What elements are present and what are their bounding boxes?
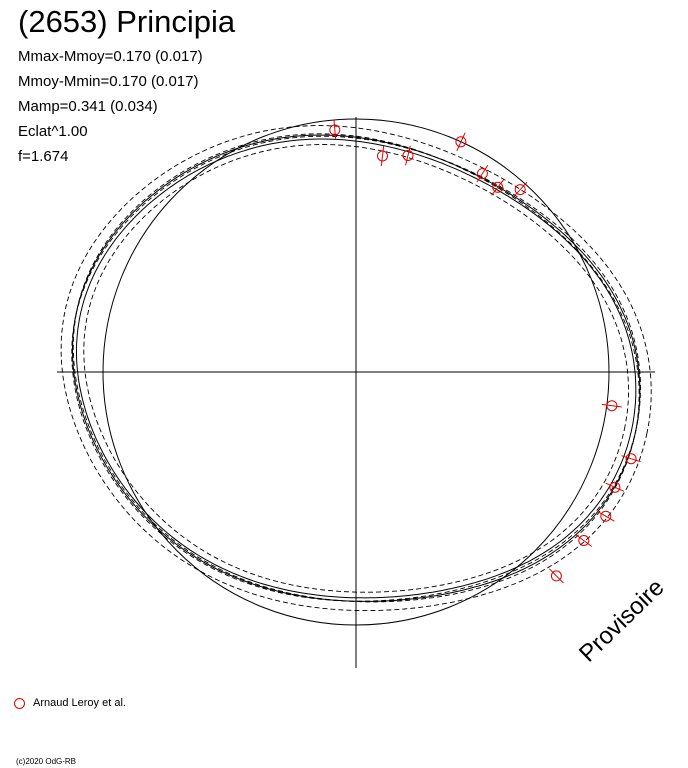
data-point <box>513 181 528 198</box>
copyright-notice: (c)2020 OdG-RB <box>16 757 77 766</box>
data-point <box>476 164 489 183</box>
data-point <box>377 146 388 167</box>
param-mmax-mmoy: Mmax-Mmoy=0.170 (0.017) <box>18 48 203 65</box>
param-mmoy-mmin: Mmoy-Mmin=0.170 (0.017) <box>18 73 199 90</box>
data-point <box>402 145 414 166</box>
model-line-2 <box>76 138 637 599</box>
envelope-curve-4 <box>72 133 640 603</box>
reference-circle <box>102 118 610 626</box>
parameter-block: Mmax-Mmoy=0.170 (0.017) Mmoy-Mmin=0.170 … <box>18 44 203 169</box>
model-envelope <box>60 125 652 612</box>
model-curve <box>72 134 641 602</box>
data-point <box>605 481 625 493</box>
legend-label: Arnaud Leroy et al. <box>33 697 126 709</box>
data-point <box>621 453 641 465</box>
data-point <box>549 568 564 584</box>
data-point <box>455 132 467 152</box>
data-point <box>601 400 622 412</box>
envelope-curve-3 <box>71 135 641 602</box>
data-points <box>329 120 641 584</box>
legend: Arnaud Leroy et al. <box>14 697 126 709</box>
chart-title: (2653) Principia <box>18 4 236 39</box>
data-point <box>491 179 505 196</box>
model-line-1 <box>72 134 641 602</box>
data-point <box>575 534 593 547</box>
data-point <box>329 120 341 141</box>
param-frequency: f=1.674 <box>18 148 69 165</box>
legend-circle-icon <box>14 697 25 709</box>
data-point <box>596 510 615 522</box>
envelope-curve-2 <box>83 144 629 593</box>
envelope-curve-1 <box>60 125 652 612</box>
param-mamp: Mamp=0.341 (0.034) <box>18 98 158 115</box>
param-eclat: Eclat^1.00 <box>18 123 88 140</box>
